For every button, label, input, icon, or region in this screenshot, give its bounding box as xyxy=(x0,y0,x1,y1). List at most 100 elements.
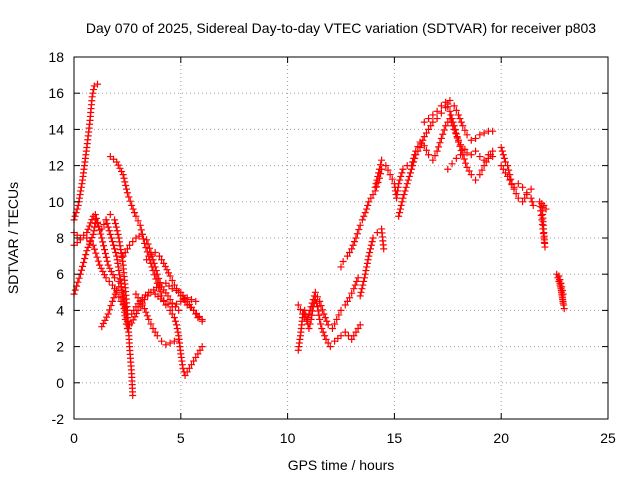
x-tick-label: 15 xyxy=(387,430,403,446)
data-point xyxy=(359,281,367,289)
data-point xyxy=(76,236,84,244)
data-point xyxy=(451,126,459,134)
data-point xyxy=(457,118,465,126)
data-point xyxy=(404,176,412,184)
data-point xyxy=(74,278,82,286)
data-point xyxy=(116,164,124,172)
series-track-w xyxy=(536,198,550,251)
data-point xyxy=(396,205,404,213)
data-point xyxy=(119,171,127,179)
data-point xyxy=(114,230,122,238)
data-point xyxy=(97,230,105,238)
data-point xyxy=(429,118,437,126)
data-point xyxy=(91,223,99,231)
data-point xyxy=(107,234,115,242)
data-point xyxy=(131,209,139,217)
data-point xyxy=(558,286,566,294)
data-point xyxy=(362,267,370,275)
data-point xyxy=(448,160,456,168)
data-point xyxy=(308,299,316,307)
data-point xyxy=(514,194,522,202)
data-point xyxy=(117,246,125,254)
data-point xyxy=(556,276,564,284)
data-point xyxy=(317,320,325,328)
data-point xyxy=(192,310,200,318)
data-point xyxy=(111,220,119,228)
data-point xyxy=(83,247,91,255)
data-point xyxy=(382,162,390,170)
data-point xyxy=(456,142,464,150)
y-tick-label: 12 xyxy=(48,158,64,174)
data-point xyxy=(129,316,137,324)
y-tick-label: 14 xyxy=(48,121,64,137)
data-point xyxy=(156,279,164,287)
data-point xyxy=(409,158,417,166)
data-point xyxy=(558,283,566,291)
data-point xyxy=(368,238,376,246)
data-point xyxy=(163,266,171,274)
data-point xyxy=(194,314,202,322)
data-point xyxy=(510,185,518,193)
data-point xyxy=(89,230,97,238)
series-track-j xyxy=(132,290,183,349)
data-point xyxy=(356,292,364,300)
data-point xyxy=(87,219,95,227)
data-point xyxy=(85,222,93,230)
data-point xyxy=(95,222,103,230)
x-tick-label: 25 xyxy=(600,430,616,446)
series-track-g xyxy=(106,153,206,380)
data-point xyxy=(158,337,166,345)
data-point xyxy=(463,149,471,157)
data-point xyxy=(137,226,145,234)
data-point xyxy=(331,320,339,328)
data-point xyxy=(401,187,409,195)
data-point xyxy=(500,154,508,162)
data-point xyxy=(305,310,313,318)
data-point xyxy=(366,245,374,253)
data-point xyxy=(448,115,456,123)
data-point xyxy=(151,328,159,336)
data-point xyxy=(365,198,373,206)
data-point xyxy=(377,161,385,169)
data-point xyxy=(75,194,83,202)
data-point xyxy=(365,252,373,260)
data-point xyxy=(183,368,191,376)
data-point xyxy=(521,194,529,202)
data-point xyxy=(449,118,457,126)
data-point xyxy=(132,310,140,318)
data-point xyxy=(77,187,85,195)
data-point xyxy=(144,240,152,248)
data-point xyxy=(460,155,468,163)
data-point xyxy=(399,165,407,173)
data-point xyxy=(102,253,110,261)
data-point xyxy=(76,191,84,199)
data-point xyxy=(307,303,315,311)
data-point xyxy=(463,163,471,171)
data-point xyxy=(304,314,312,322)
data-point xyxy=(364,256,372,264)
data-point xyxy=(410,154,418,162)
data-point xyxy=(437,102,445,110)
data-point xyxy=(528,198,536,206)
data-point xyxy=(187,296,195,304)
data-point xyxy=(168,277,176,285)
data-point xyxy=(143,312,151,320)
data-point xyxy=(84,243,92,251)
data-point xyxy=(123,317,131,325)
data-point xyxy=(446,107,454,115)
data-point xyxy=(119,257,127,265)
x-tick-label: 10 xyxy=(280,430,296,446)
data-point xyxy=(396,176,404,184)
data-point xyxy=(185,364,193,372)
data-point xyxy=(343,297,351,305)
data-point xyxy=(91,245,99,253)
data-point xyxy=(82,251,90,259)
data-point xyxy=(364,201,372,209)
data-point xyxy=(92,249,100,257)
data-point xyxy=(366,248,374,256)
data-point xyxy=(122,182,130,190)
data-point xyxy=(397,201,405,209)
data-point xyxy=(425,115,433,123)
data-point xyxy=(121,248,129,256)
